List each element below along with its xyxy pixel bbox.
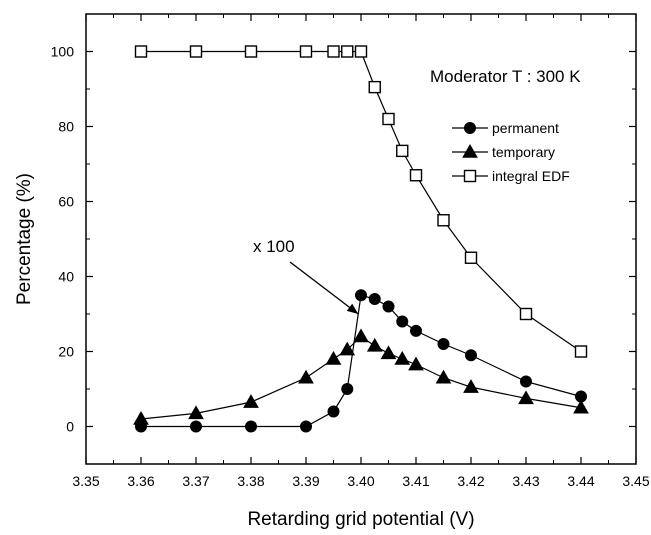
data-point (355, 289, 367, 302)
data-point (188, 405, 204, 420)
x-tick-label: 3.37 (182, 473, 209, 489)
data-point (327, 405, 340, 418)
y-tick-label: 80 (58, 119, 74, 135)
data-point (341, 383, 354, 395)
arrow-shaft (289, 261, 359, 315)
data-point (325, 350, 342, 365)
data-point (244, 45, 258, 58)
series-line (140, 335, 582, 420)
data-point (300, 420, 312, 433)
legend-marker (463, 169, 477, 183)
x-tick-label: 3.38 (237, 473, 264, 489)
x-tick-label: 3.42 (457, 473, 484, 489)
data-point (134, 45, 148, 58)
x-axis: 3.35 3.36 3.37 3.38 3.39 3.40 3.41 3.42 3.43 3.44… (72, 14, 650, 489)
data-point (341, 45, 354, 58)
y-tick-label: 40 (58, 269, 74, 285)
x-tick-label: 3.35 (72, 473, 99, 489)
data-point (409, 169, 423, 182)
series-line (141, 50, 582, 352)
data-point (410, 324, 422, 337)
data-point (520, 375, 532, 388)
data-point (437, 338, 450, 350)
data-point (382, 112, 395, 126)
legend-label: integral EDF (492, 168, 570, 184)
data-point (243, 394, 259, 408)
data-point (465, 349, 477, 362)
data-point (382, 300, 395, 313)
data-point (353, 328, 369, 343)
data-point (573, 399, 589, 414)
series-integral-edf (134, 45, 588, 358)
data-point (380, 345, 397, 360)
legend-marker (464, 122, 476, 134)
data-point (519, 307, 533, 321)
legend-item: permanent (452, 120, 559, 136)
data-point (299, 45, 313, 58)
x-tick-label: 3.40 (347, 473, 374, 489)
x-axis-title: Retarding grid potential (V) (247, 509, 474, 530)
data-point (327, 45, 340, 58)
annotation-arrow (289, 261, 359, 315)
data-point (190, 420, 202, 433)
x-tick-label: 3.41 (402, 473, 429, 489)
data-point (574, 345, 588, 358)
data-point (394, 350, 411, 365)
data-point (464, 251, 478, 264)
x-tick-label: 3.44 (567, 473, 594, 489)
data-point (408, 356, 424, 371)
data-point (435, 369, 452, 384)
data-point (354, 45, 368, 58)
legend-item: integral EDF (452, 168, 570, 184)
data-point (368, 80, 381, 94)
series-layer (133, 45, 589, 433)
data-point (298, 369, 314, 384)
data-point (133, 410, 149, 425)
series-line (141, 294, 582, 428)
y-tick-label: 100 (51, 44, 75, 60)
data-point (366, 337, 383, 352)
x-tick-label: 3.45 (622, 473, 649, 489)
x-tick-label: 3.36 (127, 473, 154, 489)
legend-marker (462, 143, 478, 158)
data-point (368, 293, 381, 305)
y-axis-title: Percentage (%) (14, 173, 35, 305)
legend-label: temporary (492, 144, 555, 160)
data-point (189, 45, 203, 58)
data-point (245, 420, 257, 433)
data-point (463, 379, 479, 393)
annotation-x100: x 100 (253, 237, 295, 256)
x-tick-label: 3.39 (292, 473, 319, 489)
data-point (396, 144, 409, 158)
y-tick-label: 60 (58, 194, 74, 210)
legend-item: temporary (452, 143, 555, 160)
data-point (518, 390, 534, 405)
y-axis: 0 20 40 60 80 100 (51, 13, 636, 465)
y-tick-label: 0 (66, 419, 74, 435)
data-point (396, 315, 409, 328)
data-point (437, 214, 450, 227)
x-tick-label: 3.43 (512, 473, 539, 489)
data-point (339, 341, 356, 356)
legend-label: permanent (492, 120, 559, 136)
y-tick-label: 20 (58, 344, 74, 360)
arrow-head (346, 303, 359, 314)
series-permanent (135, 289, 587, 433)
series-temporary (133, 328, 589, 425)
legend: permanent temporary integral EDF (452, 120, 570, 184)
annotation-moderator: Moderator T : 300 K (430, 67, 581, 86)
